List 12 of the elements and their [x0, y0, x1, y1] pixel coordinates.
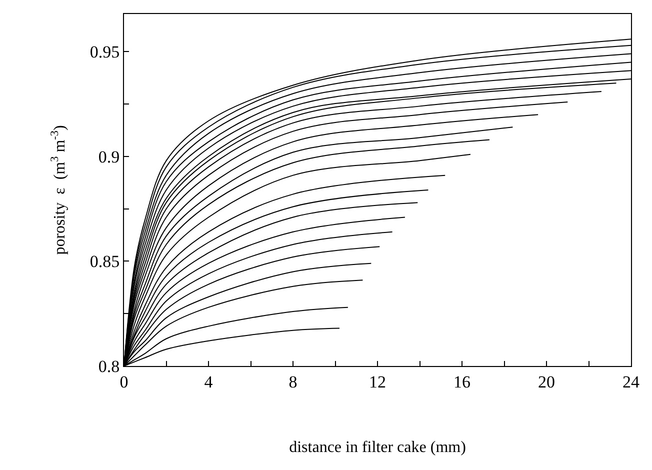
x-tick-label: 0: [120, 372, 128, 392]
y-tick-label: 0.8: [98, 356, 120, 376]
x-tick-label: 16: [454, 372, 470, 392]
x-tick-label: 12: [369, 372, 386, 392]
y-tick-label: 0.85: [90, 252, 120, 272]
x-tick-label: 24: [622, 372, 640, 392]
x-tick-label: 8: [288, 372, 298, 392]
x-axis-title: distance in filter cake (mm): [289, 439, 466, 456]
y-tick-label: 0.9: [98, 147, 120, 166]
y-tick-label: 0.95: [90, 42, 120, 62]
x-tick-label: 20: [538, 372, 555, 392]
x-tick-label: 4: [204, 372, 214, 392]
